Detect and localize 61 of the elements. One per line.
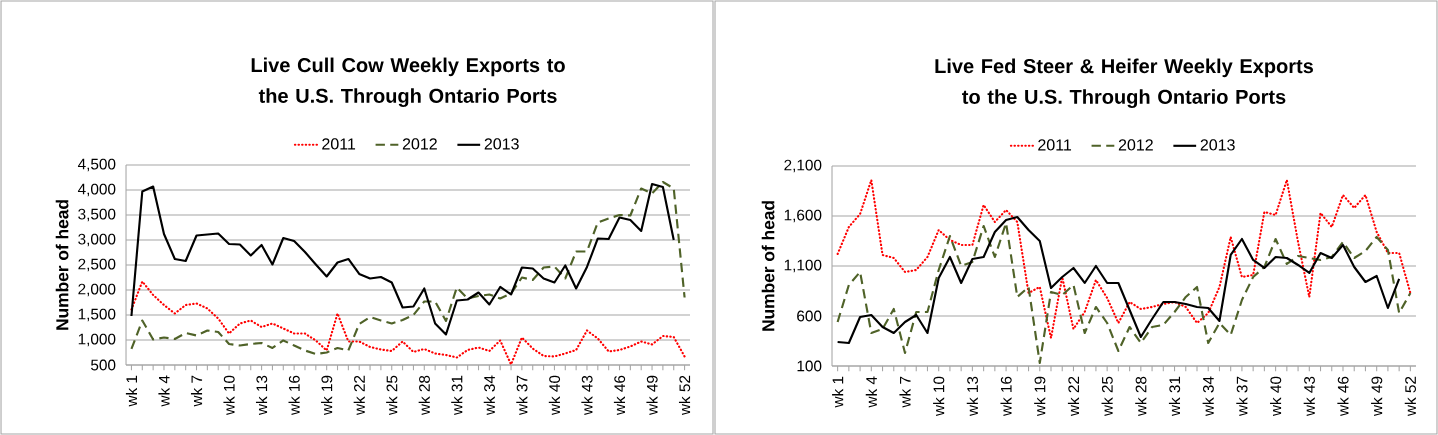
y-tick-label: 3,500	[78, 208, 116, 222]
legend-label: 2011	[322, 138, 356, 150]
x-tick-label: wk 1	[125, 375, 137, 407]
y-tick-label: 1,000	[78, 333, 116, 347]
x-tick-label: wk 16	[288, 375, 300, 416]
y-tick-label: 3,000	[78, 233, 116, 247]
x-tick-label: wk 7	[190, 375, 203, 407]
x-tick-label: wk 4	[158, 375, 170, 407]
x-tick-label: wk 28	[418, 375, 430, 416]
x-tick-label: wk 37	[516, 375, 528, 416]
y-tick-label: 500	[91, 359, 116, 371]
x-tick-label: wk 40	[1269, 376, 1282, 417]
x-tick-label: wk 52	[1404, 376, 1416, 417]
x-tick-label: wk 25	[386, 375, 398, 416]
x-tick-label: wk 28	[1135, 376, 1147, 417]
x-tick-label: wk 37	[1236, 376, 1248, 417]
x-tick-label: wk 40	[548, 375, 561, 416]
x-tick-label: wk 43	[581, 375, 593, 416]
y-tick-label: 2,100	[784, 159, 822, 173]
legend-label: 2012	[402, 138, 437, 150]
y-tick-label: 2,500	[78, 258, 116, 272]
y-axis-title: Number of head	[761, 201, 775, 331]
legend-label: 2012	[1118, 139, 1153, 151]
x-tick-label: wk 34	[483, 375, 495, 416]
x-tick-label: wk 22	[353, 375, 365, 416]
y-tick-label: 4,500	[77, 158, 116, 172]
x-tick-label: wk 19	[1034, 376, 1046, 417]
x-tick-label: wk 31	[1168, 376, 1181, 417]
y-tick-label: 4,000	[77, 183, 116, 197]
legend-label: 2013	[1200, 139, 1235, 151]
x-tick-label: wk 46	[1337, 376, 1349, 417]
x-tick-label: wk 13	[255, 375, 268, 416]
legend-label: 2011	[1038, 139, 1072, 151]
x-tick-label: wk 16	[1000, 376, 1012, 417]
x-tick-label: wk 4	[865, 376, 877, 408]
x-tick-label: wk 34	[1202, 376, 1214, 417]
x-tick-label: wk 22	[1067, 376, 1080, 417]
x-tick-label: wk 46	[613, 375, 626, 416]
x-tick-label: wk 10	[223, 375, 235, 416]
x-tick-label: wk 13	[966, 376, 979, 417]
x-tick-label: wk 31	[451, 375, 463, 416]
x-tick-label: wk 25	[1101, 376, 1113, 417]
x-tick-label: wk 1	[832, 376, 844, 408]
y-tick-label: 1,600	[784, 209, 822, 223]
x-tick-label: wk 43	[1303, 376, 1315, 417]
y-tick-label: 600	[797, 310, 822, 322]
x-tick-label: wk 10	[933, 376, 945, 417]
y-tick-label: 1,100	[784, 259, 822, 273]
chart-title: Live Cull Cow Weekly Exports to the U.S. Through Ontario Ports	[251, 57, 565, 107]
y-tick-label: 1,500	[78, 308, 116, 322]
chart-title: Live Fed Steer & Heifer Weekly Exports to the U.S. Through Ontario Ports	[935, 58, 1313, 108]
x-tick-label: wk 49	[646, 375, 658, 416]
y-tick-label: 100	[797, 360, 822, 372]
x-tick-label: wk 19	[321, 375, 333, 416]
line-series	[836, 178, 1412, 340]
x-tick-label: wk 52	[678, 375, 691, 416]
legend-label: 2013	[484, 138, 519, 150]
x-tick-label: wk 7	[899, 376, 911, 408]
x-tick-label: wk 49	[1371, 376, 1383, 417]
y-axis-title: Number of head	[55, 200, 69, 330]
y-tick-label: 2,000	[78, 283, 116, 297]
